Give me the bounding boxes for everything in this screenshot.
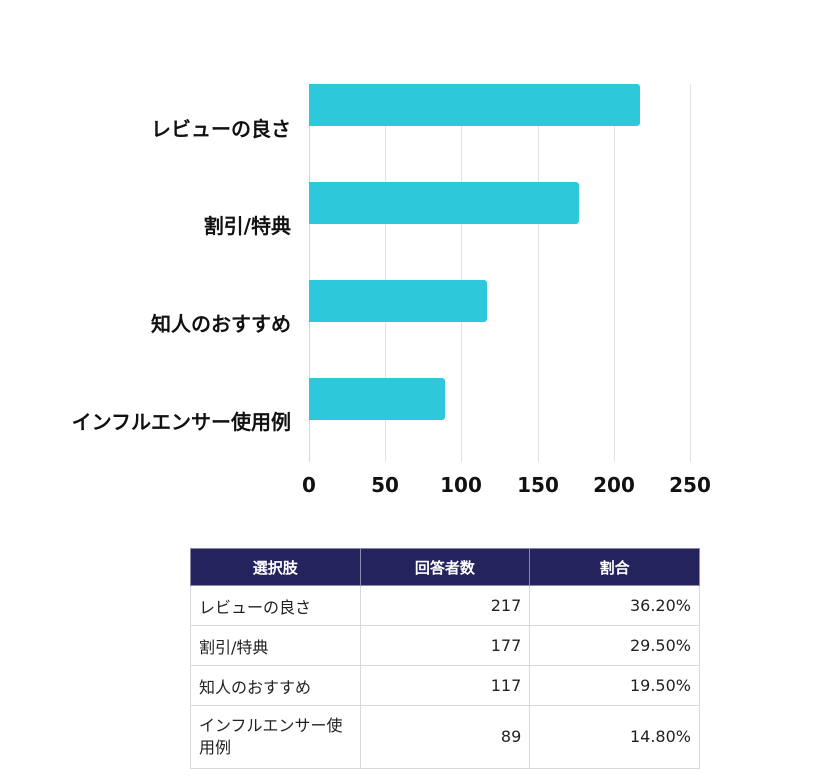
- results-table: 選択肢 回答者数 割合 レビューの良さ 217 36.20% 割引/特典 177…: [190, 548, 700, 769]
- x-tick-label: 0: [302, 473, 316, 497]
- cell-count: 177: [359, 625, 531, 666]
- x-tick-label: 150: [517, 473, 559, 497]
- cell-ratio: 19.50%: [529, 665, 700, 706]
- cell-choice: 知人のおすすめ: [190, 665, 361, 706]
- gridline-200: [614, 84, 615, 462]
- table-row: インフルエンサー使用例 89 14.80%: [190, 705, 700, 769]
- bar-chart: レビューの良さ 割引/特典 知人のおすすめ インフルエンサー使用例 0 50 1…: [71, 84, 711, 497]
- bar-recommendation: [309, 280, 488, 322]
- column-header-choice: 選択肢: [190, 548, 361, 586]
- cell-choice: 割引/特典: [190, 625, 361, 666]
- gridline-150: [538, 84, 539, 462]
- y-axis-line: [309, 84, 310, 462]
- table-row: レビューの良さ 217 36.20%: [190, 585, 700, 626]
- bar-discount: [309, 182, 579, 224]
- category-label: 知人のおすすめ: [151, 312, 291, 336]
- column-header-count: 回答者数: [359, 548, 531, 586]
- x-tick-label: 50: [371, 473, 399, 497]
- category-label: インフルエンサー使用例: [71, 410, 291, 434]
- x-tick-label: 200: [593, 473, 635, 497]
- bar-review: [309, 84, 640, 126]
- category-label: 割引/特典: [203, 214, 291, 238]
- gridline-250: [690, 84, 691, 462]
- cell-choice: インフルエンサー使用例: [190, 705, 361, 769]
- category-label: レビューの良さ: [151, 117, 291, 141]
- table-header-row: 選択肢 回答者数 割合: [190, 548, 700, 586]
- bar-influencer: [309, 378, 445, 420]
- table-row: 割引/特典 177 29.50%: [190, 625, 700, 666]
- gridline-100: [461, 84, 462, 462]
- cell-count: 117: [359, 665, 531, 706]
- cell-count: 217: [359, 585, 531, 626]
- column-header-ratio: 割合: [529, 548, 700, 586]
- cell-ratio: 36.20%: [529, 585, 700, 626]
- cell-ratio: 29.50%: [529, 625, 700, 666]
- x-tick-label: 250: [669, 473, 711, 497]
- gridline-50: [385, 84, 386, 462]
- cell-count: 89: [359, 705, 531, 769]
- cell-choice: レビューの良さ: [190, 585, 361, 626]
- x-tick-label: 100: [440, 473, 482, 497]
- table-row: 知人のおすすめ 117 19.50%: [190, 665, 700, 706]
- cell-ratio: 14.80%: [529, 705, 700, 769]
